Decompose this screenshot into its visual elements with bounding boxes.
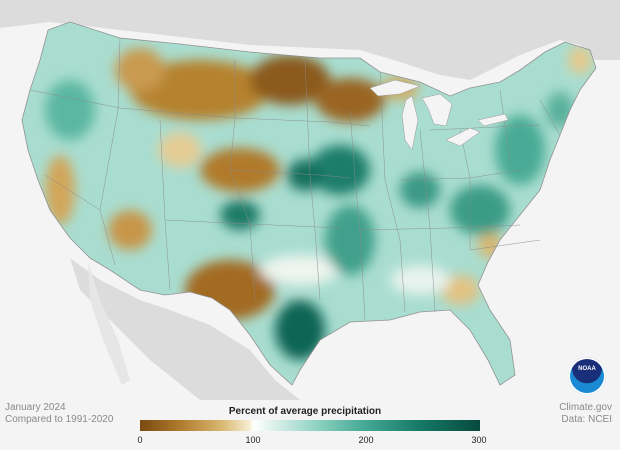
legend-title: Percent of average precipitation: [228, 406, 382, 417]
mexico-landmass: [70, 258, 300, 400]
great-lakes: [369, 79, 509, 151]
baja-peninsula: [88, 262, 130, 385]
source-credit: Climate.gov: [559, 402, 612, 413]
data-credit: Data: NCEI: [561, 414, 612, 425]
legend-tick-0: 0: [137, 435, 143, 445]
precipitation-field: [22, 22, 596, 385]
map-caption-left: January 2024 Compared to 1991-2020: [5, 402, 113, 426]
noaa-logo-icon: NOAA: [568, 357, 606, 395]
canada-landmass: [0, 0, 620, 80]
state-borders: [21, 21, 597, 386]
legend-color-bar: [140, 420, 480, 431]
legend-tick-200: 200: [358, 435, 374, 445]
legend-tick-300: 300: [471, 435, 487, 445]
map-caption-right: Climate.gov Data: NCEI: [559, 402, 612, 426]
date-label: January 2024: [5, 402, 66, 413]
legend-tick-100: 100: [245, 435, 261, 445]
baseline-label: Compared to 1991-2020: [5, 414, 114, 425]
us-precipitation-map: [0, 0, 620, 400]
noaa-logo-text: NOAA: [578, 366, 596, 372]
